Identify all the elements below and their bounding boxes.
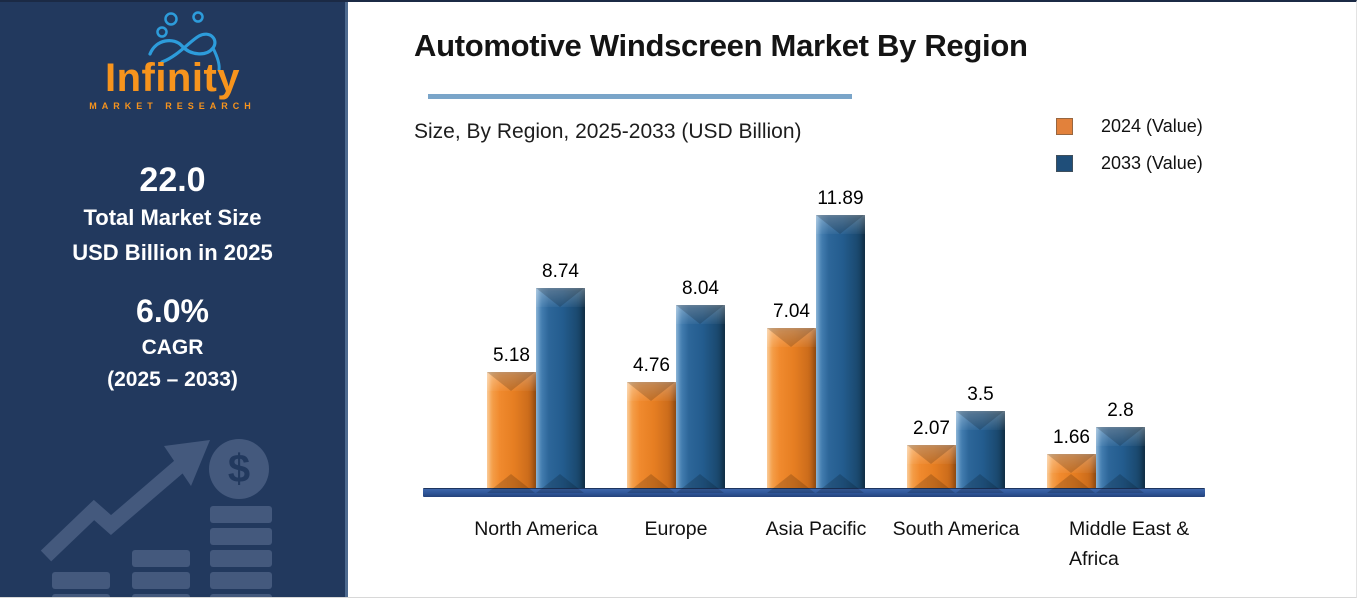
bar-bevel-highlight: [676, 305, 725, 324]
category-label-asia-pacific: Asia Pacific: [766, 514, 867, 574]
total-market-size-value: 22.0: [139, 161, 206, 199]
bar-bevel-highlight: [816, 215, 865, 234]
value-label-2024-value-asia-pacific: 7.04: [773, 301, 810, 322]
legend-swatch-2033: [1056, 155, 1073, 172]
value-label-2024-value-europe: 4.76: [633, 355, 670, 376]
category-labels: North America Europe Asia Pacific South Ame…: [474, 514, 1189, 574]
category-label-south-america: South America: [893, 514, 1020, 574]
bar-group-asia-pacific: 7.04 11.89: [767, 188, 865, 493]
value-label-2033-value-asia-pacific: 11.89: [817, 188, 864, 209]
value-label-2033-value-middle-east-africa: 2.8: [1107, 400, 1134, 421]
category-label-north-america: North America: [474, 514, 598, 574]
legend-label-2033: 2033 (Value): [1101, 153, 1203, 173]
category-label-text: Middle East & Africa: [1069, 518, 1190, 570]
bar-chart: 5.18 8.74 4.76 8.04 7.04 11.89 2.07 3.5 1.66 2.8 …: [423, 180, 1205, 590]
value-label-2033-value-north-america: 8.74: [542, 261, 579, 282]
value-label-2033-value-europe: 8.04: [682, 278, 719, 299]
category-label-text: South America: [892, 518, 1020, 540]
bar-2024-value-europe: [627, 382, 676, 493]
infinity-symbol-icon: [147, 11, 221, 72]
bar-bevel-highlight: [907, 445, 956, 464]
brand-name: Infinity: [104, 56, 241, 100]
bar-cell-2024-value-asia-pacific: 7.04: [767, 301, 816, 493]
bar-cell-2024-value-south-america: 2.07: [907, 418, 956, 493]
brand-tagline: MARKET RESEARCH: [89, 101, 256, 111]
legend-label-2024: 2024 (Value): [1101, 116, 1203, 136]
bar-cell-2024-value-europe: 4.76: [627, 355, 676, 493]
bar-cell-2033-value-asia-pacific: 11.89: [816, 188, 865, 493]
category-label-europe: Europe: [627, 514, 725, 574]
bar-2033-value-middle-east-africa: [1096, 427, 1145, 493]
sidebar-stats: 22.0 Total Market Size USD Billion in 20…: [0, 160, 345, 396]
bar-cell-2033-value-north-america: 8.74: [536, 261, 585, 493]
bar-bevel-highlight: [536, 288, 585, 307]
bar-2033-value-north-america: [536, 288, 585, 493]
bar-bevel-highlight: [487, 372, 536, 391]
bar-2033-value-europe: [676, 305, 725, 493]
bar-2024-value-north-america: [487, 372, 536, 493]
total-market-size-label-2: USD Billion in 2025: [72, 240, 273, 265]
bar-bevel-highlight: [627, 382, 676, 401]
bar-group-middle-east-africa: 1.66 2.8: [1047, 400, 1145, 493]
chart-title: Automotive Windscreen Market By Region: [414, 28, 1028, 63]
bar-cell-2024-value-north-america: 5.18: [487, 345, 536, 493]
legend-swatch-2024: [1056, 118, 1073, 135]
cagr-period: (2025 – 2033): [107, 368, 238, 391]
bar-2024-value-asia-pacific: [767, 328, 816, 493]
bar-2033-value-asia-pacific: [816, 215, 865, 493]
chart-subtitle: Size, By Region, 2025-2033 (USD Billion): [414, 120, 802, 143]
value-label-2033-value-south-america: 3.5: [967, 384, 994, 405]
bar-bevel-highlight: [1047, 454, 1096, 473]
bar-2024-value-south-america: [907, 445, 956, 493]
bar-groups: 5.18 8.74 4.76 8.04 7.04 11.89 2.07 3.5 1.66 2.8: [487, 180, 1145, 493]
bar-bevel-highlight: [767, 328, 816, 347]
category-label-text: North America: [474, 518, 598, 540]
cagr-value: 6.0%: [136, 293, 209, 329]
growth-chart-dollar-icon: $: [40, 439, 272, 597]
bar-cell-2033-value-middle-east-africa: 2.8: [1096, 400, 1145, 493]
category-label-middle-east-africa: Middle East & Africa: [1047, 514, 1189, 574]
bar-group-europe: 4.76 8.04: [627, 278, 725, 493]
legend-item-2024: 2024 (Value): [1056, 116, 1203, 137]
dollar-sign-glyph: $: [228, 447, 250, 491]
value-label-2024-value-south-america: 2.07: [913, 418, 950, 439]
bar-group-north-america: 5.18 8.74: [487, 261, 585, 493]
main-area: Automotive Windscreen Market By Region S…: [348, 2, 1356, 597]
legend-item-2033: 2033 (Value): [1056, 153, 1203, 174]
title-underline: [428, 94, 852, 99]
value-label-2024-value-north-america: 5.18: [493, 345, 530, 366]
total-market-size-label-1: Total Market Size: [83, 205, 262, 230]
bar-bevel-highlight: [1096, 427, 1145, 446]
category-label-text: Europe: [644, 518, 708, 540]
brand-logo: Infinity MARKET RESEARCH: [0, 10, 345, 111]
cagr-label: CAGR: [141, 336, 204, 359]
bar-bevel-highlight: [956, 411, 1005, 430]
bar-cell-2033-value-europe: 8.04: [676, 278, 725, 493]
bar-2024-value-middle-east-africa: [1047, 454, 1096, 493]
value-label-2024-value-middle-east-africa: 1.66: [1053, 427, 1090, 448]
bar-2033-value-south-america: [956, 411, 1005, 493]
chart-legend: 2024 (Value) 2033 (Value): [1056, 116, 1203, 190]
bar-cell-2024-value-middle-east-africa: 1.66: [1047, 427, 1096, 493]
category-label-text: Asia Pacific: [765, 518, 867, 540]
sidebar: Infinity MARKET RESEARCH 22.0 Total Mark…: [0, 2, 348, 597]
bar-cell-2033-value-south-america: 3.5: [956, 384, 1005, 493]
bar-group-south-america: 2.07 3.5: [907, 384, 1005, 493]
